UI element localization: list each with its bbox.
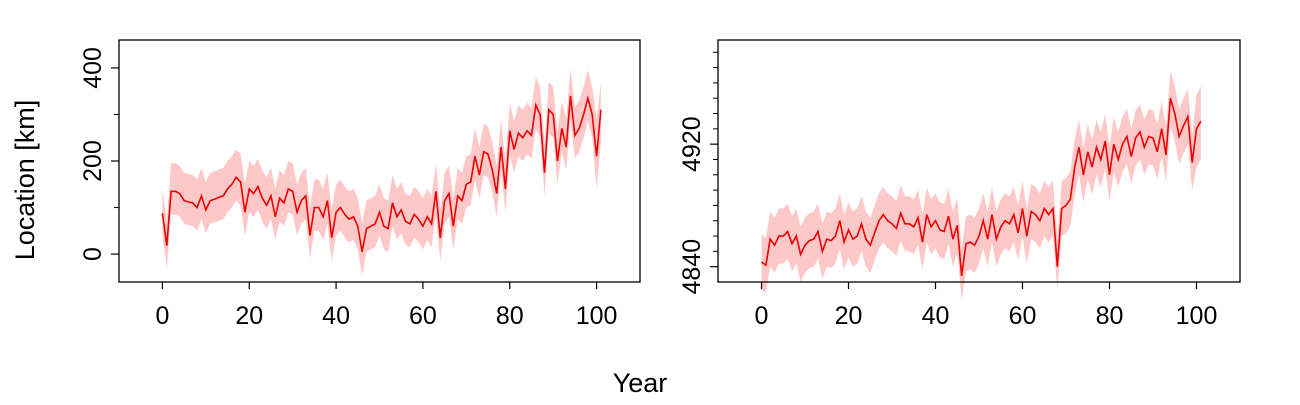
x-tick-label: 40 bbox=[922, 302, 950, 330]
series-line bbox=[161, 95, 602, 252]
x-tick-label: 80 bbox=[496, 302, 524, 330]
x-tick-label: 100 bbox=[1176, 302, 1218, 330]
y-tick-label: 0 bbox=[79, 247, 107, 261]
shared-x-axis-label: Year bbox=[613, 368, 668, 398]
x-tick-label: 20 bbox=[835, 302, 863, 330]
x-tick-label: 80 bbox=[1096, 302, 1124, 330]
uncertainty-band bbox=[162, 67, 601, 276]
shared-y-axis-label: Location [km] bbox=[10, 100, 40, 261]
x-tick-label: 100 bbox=[576, 302, 618, 330]
uncertainty-band bbox=[761, 70, 1201, 301]
x-tick-label: 60 bbox=[1009, 302, 1037, 330]
right-panel: 0 20 40 60 80 100 4840 4920 bbox=[678, 39, 1241, 330]
series-line bbox=[761, 97, 1202, 277]
y-tick-label: 200 bbox=[79, 140, 107, 182]
y-tick-label: 4840 bbox=[678, 239, 706, 295]
y-tick-label: 4920 bbox=[678, 116, 706, 172]
y-tick-label: 400 bbox=[79, 47, 107, 89]
plot-frame bbox=[118, 39, 641, 283]
left-panel: 0 20 40 60 80 100 0 200 400 bbox=[79, 39, 641, 330]
x-tick-label: 40 bbox=[322, 302, 350, 330]
plot-frame bbox=[717, 39, 1241, 283]
x-tick-label: 0 bbox=[755, 302, 769, 330]
x-tick-label: 60 bbox=[409, 302, 437, 330]
x-tick-label: 0 bbox=[155, 302, 169, 330]
x-tick-label: 20 bbox=[235, 302, 263, 330]
